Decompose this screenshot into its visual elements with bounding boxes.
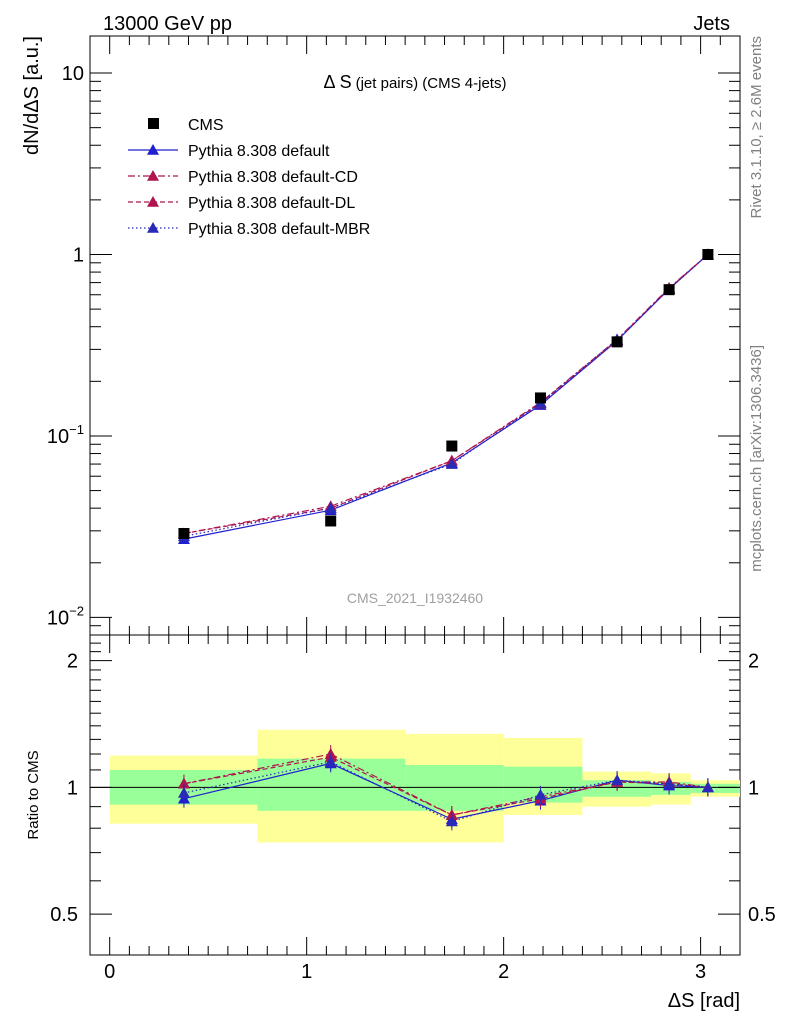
y-tick-label-base: 10 <box>47 607 69 629</box>
series-line-1 <box>183 254 709 535</box>
ratio-marker-3 <box>445 815 458 827</box>
ratio-marker-3 <box>701 781 714 793</box>
x-tick-label: 2 <box>498 961 509 983</box>
chart-title-main: Δ S <box>324 72 352 92</box>
cms-data-point <box>611 336 623 348</box>
y-tick-label: 10 <box>62 63 84 85</box>
y-tick-label-exponent: −2 <box>69 603 84 618</box>
chart-title: Δ S (jet pairs) (CMS 4-jets) <box>324 72 507 92</box>
main-panel: Δ S (jet pairs) (CMS 4-jets) dN/dΔS [a.u.… <box>21 35 741 636</box>
series-line-0 <box>183 254 709 540</box>
legend-marker-0 <box>147 144 159 155</box>
x-axis-label: ΔS [rad] <box>668 990 740 1012</box>
x-tick-label: 3 <box>695 961 706 983</box>
legend-series-entries: Pythia 8.308 default Pythia 8.308 default… <box>128 143 370 238</box>
cms-data-point <box>446 440 458 452</box>
ratio-y-tick-label-right: 1 <box>748 777 759 799</box>
ratio-y-tick-label-left: 1 <box>67 777 78 799</box>
cms-data-point <box>534 392 546 404</box>
series-line-2 <box>183 254 709 535</box>
main-series-layer <box>177 248 714 544</box>
cms-data-point <box>663 284 675 296</box>
ratio-marker-3 <box>611 774 624 785</box>
ratio-marker-3 <box>324 755 337 767</box>
ratio-uncertainty-bands <box>109 729 740 843</box>
legend-marker-2 <box>147 196 159 207</box>
ratio-marker-3 <box>534 788 547 800</box>
cms-data-point <box>325 515 337 527</box>
cms-data-point <box>178 528 190 540</box>
ratio-y-axis-label: Ratio to CMS <box>25 750 42 839</box>
ratio-marker-3 <box>177 786 190 798</box>
energy-label: 13000 GeV pp <box>103 13 232 35</box>
ratio-y-tick-label-left: 0.5 <box>50 904 78 926</box>
series-marker-3 <box>445 458 458 469</box>
process-label: Jets <box>693 13 730 35</box>
legend-label-3: Pythia 8.308 default-MBR <box>188 221 370 238</box>
legend-cms-label: CMS <box>188 117 224 134</box>
ratio-series-layer <box>177 745 714 831</box>
chart-title-sub: (jet pairs) (CMS 4-jets) <box>356 75 507 92</box>
cms-data-point <box>702 248 714 260</box>
ratio-panel: Ratio to CMS 0.5 0.5 1 1 2 2 0 1 2 3 ΔS [rad] <box>25 634 776 1012</box>
y-axis-label: dN/dΔS [a.u.] <box>21 36 43 155</box>
legend-label-2: Pythia 8.308 default-DL <box>188 195 355 212</box>
side-label-top: Rivet 3.1.10, ≥ 2.6M events <box>748 36 765 219</box>
side-label-bottom: mcplots.cern.ch [arXiv:1306.3436] <box>748 345 765 572</box>
ratio-y-tick-label-right: 0.5 <box>748 904 776 926</box>
y-tick-label-exponent: −1 <box>69 422 84 437</box>
cms-data-layer <box>178 248 714 540</box>
ratio-inner-band <box>405 765 504 811</box>
ratio-y-tick-label-left: 2 <box>67 651 78 673</box>
ratio-marker-3 <box>663 777 676 789</box>
ratio-inner-band <box>690 783 740 793</box>
series-marker-3 <box>324 502 337 513</box>
legend-label-1: Pythia 8.308 default-CD <box>188 169 358 186</box>
ratio-axis-ticks: 0.5 0.5 1 1 2 2 0 1 2 3 <box>50 634 776 983</box>
x-tick-label: 1 <box>301 961 312 983</box>
legend-marker-3 <box>147 222 159 233</box>
ratio-y-tick-label-right: 2 <box>748 651 759 673</box>
series-line-3 <box>183 254 709 537</box>
x-tick-label: 0 <box>104 961 115 983</box>
y-tick-label-base: 1 <box>73 244 84 266</box>
y-tick-label-base: 10 <box>62 63 84 85</box>
legend-label-0: Pythia 8.308 default <box>188 143 330 160</box>
ratio-marker-2 <box>177 777 190 789</box>
watermark: CMS_2021_I1932460 <box>347 590 483 606</box>
y-tick-label: 10−2 <box>47 603 84 629</box>
y-tick-label: 10−1 <box>47 422 84 448</box>
legend-cms-marker <box>148 118 159 129</box>
y-tick-label: 1 <box>73 244 84 266</box>
y-tick-label-base: 10 <box>47 426 69 448</box>
legend-marker-1 <box>147 170 159 181</box>
